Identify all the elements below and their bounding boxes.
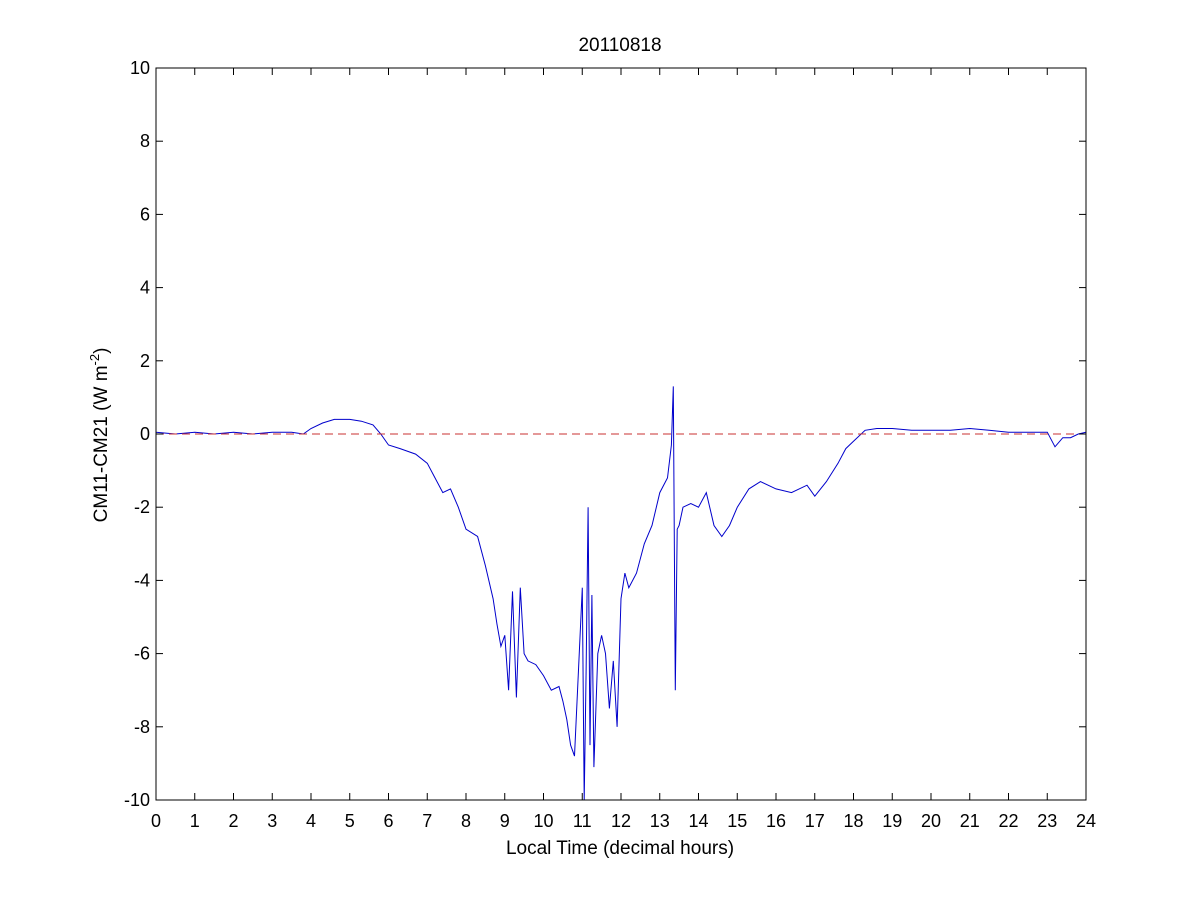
x-tick-label: 3 — [267, 811, 277, 831]
x-tick-label: 21 — [960, 811, 980, 831]
x-tick-label: 7 — [422, 811, 432, 831]
y-tick-label: -4 — [134, 570, 150, 590]
x-tick-label: 17 — [805, 811, 825, 831]
x-tick-label: 14 — [688, 811, 708, 831]
x-tick-label: 11 — [573, 811, 592, 831]
x-tick-label: 10 — [533, 811, 553, 831]
x-tick-label: 13 — [650, 811, 670, 831]
y-tick-label: -10 — [124, 790, 150, 810]
series-line — [156, 386, 1086, 800]
y-axis-title-superscript: -2 — [87, 354, 102, 366]
x-tick-label: 18 — [843, 811, 863, 831]
y-tick-label: 6 — [140, 204, 150, 224]
x-tick-label: 24 — [1076, 811, 1096, 831]
x-tick-label: 20 — [921, 811, 941, 831]
y-tick-label: 0 — [140, 424, 150, 444]
chart-title: 20110818 — [578, 35, 661, 56]
y-axis-title-close: ) — [91, 348, 112, 354]
y-tick-label: 4 — [140, 278, 150, 298]
x-tick-label: 19 — [882, 811, 902, 831]
x-tick-label: 2 — [228, 811, 238, 831]
x-tick-label: 1 — [190, 811, 200, 831]
y-tick-label: 10 — [130, 58, 150, 78]
plot-marks — [156, 386, 1086, 800]
x-tick-label: 22 — [998, 811, 1018, 831]
x-axis-title: Local Time (decimal hours) — [506, 838, 734, 859]
y-tick-label: -2 — [134, 497, 150, 517]
y-axis-title: CM11-CM21 (W m-2) — [87, 348, 112, 523]
x-axis: 0 1 2 3 4 5 6 7 8 9 10 11 12 13 14 15 16 17 18 19 20 21 22 23 24 — [151, 68, 1096, 831]
y-axis: -10 -8 -6 -4 -2 0 2 4 6 8 10 — [124, 58, 1086, 810]
y-tick-label: 2 — [140, 351, 150, 371]
x-tick-label: 5 — [345, 811, 355, 831]
x-tick-label: 23 — [1037, 811, 1057, 831]
x-tick-label: 16 — [766, 811, 786, 831]
y-tick-label: -6 — [134, 644, 150, 664]
x-tick-label: 8 — [461, 811, 471, 831]
y-tick-label: 8 — [140, 131, 150, 151]
x-tick-label: 9 — [500, 811, 510, 831]
x-tick-label: 6 — [383, 811, 393, 831]
y-axis-title-main: CM11-CM21 (W m — [91, 365, 112, 522]
x-tick-label: 15 — [727, 811, 747, 831]
x-tick-label: 4 — [306, 811, 316, 831]
x-tick-label: 0 — [151, 811, 161, 831]
x-tick-label: 12 — [611, 811, 631, 831]
y-tick-label: -8 — [134, 717, 150, 737]
